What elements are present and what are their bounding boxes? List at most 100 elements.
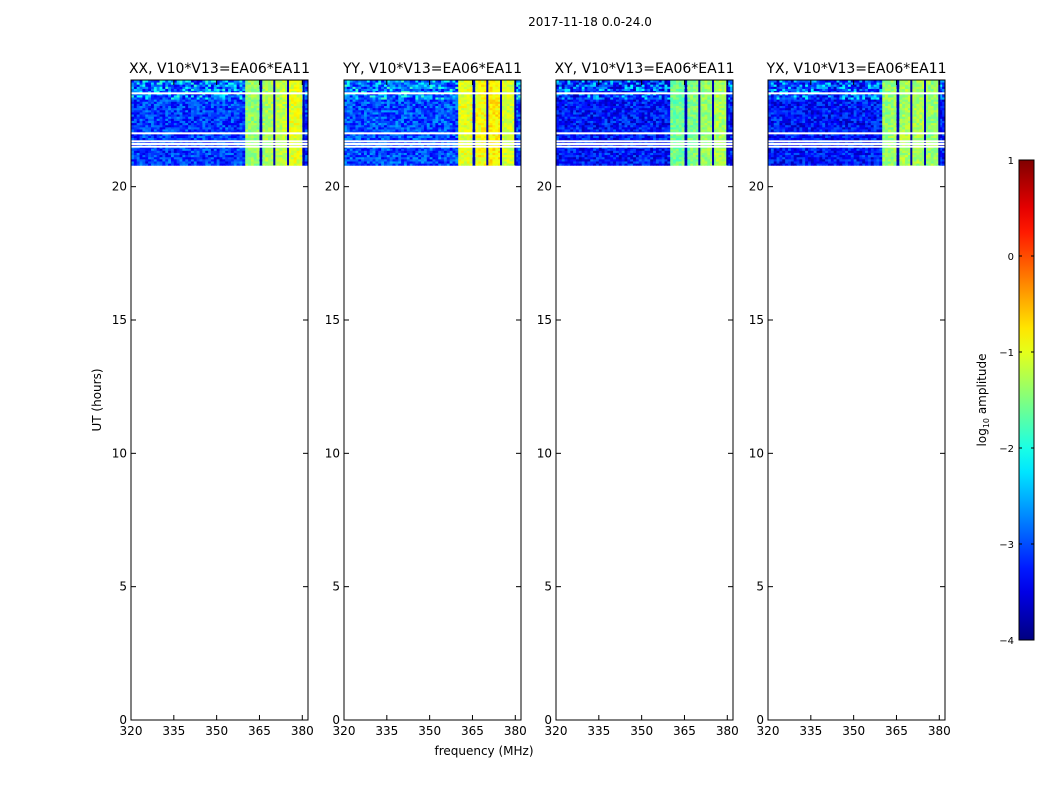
heatmap-cell	[344, 148, 348, 151]
heatmap-cell	[349, 150, 353, 153]
heatmap-cell	[236, 114, 240, 117]
heatmap-cell	[383, 126, 388, 130]
heatmap-cell	[222, 94, 226, 98]
heatmap-cell	[270, 126, 275, 130]
heatmap-cell	[406, 156, 411, 160]
heatmap-cell	[245, 112, 249, 115]
heatmap-cell	[463, 154, 468, 158]
heatmap-cell	[409, 152, 413, 156]
heatmap-cell	[418, 126, 422, 130]
heatmap-cell	[463, 90, 468, 94]
heatmap-cell	[452, 88, 456, 92]
heatmap-cell	[182, 90, 186, 94]
heatmap-cell	[199, 94, 203, 98]
heatmap-cell	[296, 114, 300, 117]
heatmap-cell	[381, 101, 385, 104]
heatmap-cell	[288, 116, 292, 119]
heatmap-cell	[518, 86, 521, 89]
heatmap-cell	[381, 114, 385, 117]
heatmap-cell	[409, 154, 413, 158]
heatmap-cell	[398, 107, 402, 111]
heatmap-cell	[268, 135, 272, 138]
heatmap-cell	[268, 86, 272, 89]
heatmap-cell	[358, 101, 362, 104]
heatmap-cell	[139, 107, 143, 111]
heatmap-cell	[156, 156, 160, 160]
heatmap-cell	[222, 107, 226, 111]
heatmap-cell	[182, 158, 186, 162]
heatmap-cell	[290, 90, 295, 94]
heatmap-cell	[501, 90, 505, 94]
heatmap-cell	[273, 82, 277, 85]
heatmap-cell	[136, 118, 140, 121]
heatmap-cell	[409, 148, 413, 151]
heatmap-cell	[492, 94, 496, 98]
heatmap-cell	[415, 99, 419, 102]
heatmap-cell	[355, 90, 359, 94]
heatmap-cell	[193, 150, 198, 153]
heatmap-cell	[276, 144, 280, 147]
heatmap-cell	[282, 148, 286, 151]
heatmap-cell	[446, 148, 451, 151]
heatmap-cell	[185, 107, 189, 111]
heatmap-cell	[170, 84, 175, 87]
heatmap-cell	[369, 148, 373, 151]
heatmap-cell	[142, 156, 146, 160]
heatmap-cell	[216, 135, 220, 138]
heatmap-cell	[282, 152, 286, 156]
heatmap-cell	[142, 122, 146, 126]
heatmap-cell	[136, 90, 140, 94]
heatmap-cell	[176, 90, 180, 94]
heatmap-cell	[392, 103, 396, 106]
heatmap-cell	[381, 152, 385, 156]
heatmap-cell	[506, 161, 510, 164]
heatmap-cell	[421, 129, 425, 132]
heatmap-cell	[409, 122, 413, 126]
heatmap-cell	[386, 133, 391, 136]
heatmap-cell	[245, 126, 249, 130]
heatmap-cell	[196, 107, 200, 111]
heatmap-cell	[481, 86, 485, 89]
heatmap-cell	[475, 129, 479, 132]
heatmap-cell	[461, 88, 465, 92]
heatmap-cell	[403, 124, 408, 128]
heatmap-cell	[248, 80, 252, 83]
heatmap-cell	[481, 161, 485, 164]
heatmap-cell	[222, 105, 226, 109]
heatmap-cell	[378, 158, 382, 162]
heatmap-cell	[179, 158, 183, 162]
heatmap-cell	[179, 80, 183, 83]
heatmap-cell	[248, 120, 252, 124]
heatmap-cell	[202, 103, 206, 106]
heatmap-cell	[466, 112, 471, 115]
heatmap-cell	[182, 99, 186, 102]
heatmap-cell	[409, 129, 413, 132]
heatmap-cell	[131, 88, 135, 92]
heatmap-cell	[153, 137, 158, 141]
heatmap-cell	[423, 107, 428, 111]
heatmap-cell	[296, 90, 300, 94]
heatmap-cell	[346, 122, 351, 126]
heatmap-cell	[148, 84, 152, 87]
heatmap-cell	[285, 99, 289, 102]
heatmap-cell	[279, 97, 283, 100]
heatmap-cell	[506, 133, 510, 136]
heatmap-cell	[363, 133, 368, 136]
heatmap-cell	[276, 152, 280, 156]
heatmap-cell	[199, 158, 203, 162]
heatmap-cell	[285, 161, 289, 164]
heatmap-cell	[478, 120, 482, 124]
x-axis-label: frequency (MHz)	[434, 744, 533, 758]
heatmap-cell	[478, 94, 482, 98]
heatmap-cell	[503, 150, 508, 153]
heatmap-cell	[250, 158, 255, 162]
heatmap-cell	[250, 86, 255, 89]
heatmap-cell	[279, 94, 283, 98]
heatmap-cell	[208, 105, 212, 109]
heatmap-cell	[156, 154, 160, 158]
heatmap-cell	[170, 163, 175, 166]
heatmap-cell	[386, 158, 391, 162]
heatmap-cell	[285, 94, 289, 98]
heatmap-cell	[489, 148, 493, 151]
